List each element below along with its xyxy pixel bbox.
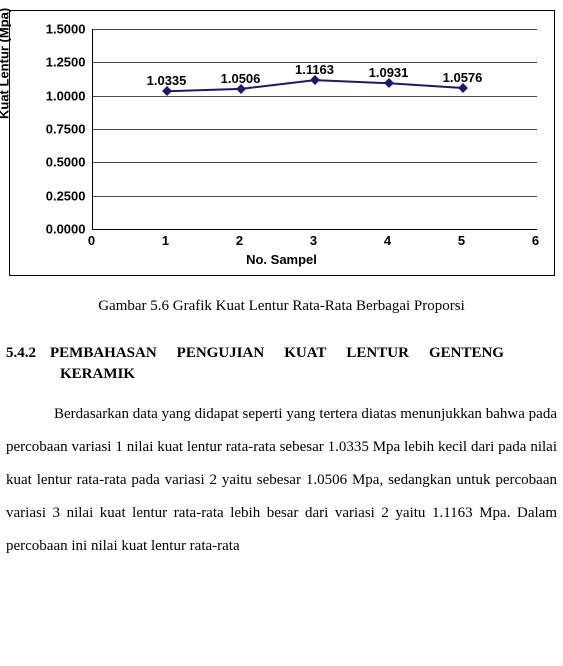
gridline bbox=[93, 196, 537, 197]
y-tick-label: 0.0000 bbox=[30, 222, 86, 237]
heading-number: 5.4.2 bbox=[6, 345, 36, 362]
y-tick-label: 1.0000 bbox=[30, 88, 86, 103]
gridline bbox=[93, 96, 537, 97]
x-axis-label: No. Sampel bbox=[246, 252, 317, 267]
heading-word: KUAT bbox=[284, 345, 326, 362]
plot-area: 1.0335 1.0506 1.1163 1.0931 1.0576 bbox=[92, 29, 537, 230]
data-label: 1.1163 bbox=[295, 62, 334, 77]
x-tick-label: 2 bbox=[230, 233, 250, 248]
heading-words: PEMBAHASAN PENGUJIAN KUAT LENTUR GENTENG bbox=[50, 345, 557, 362]
heading-word: PEMBAHASAN bbox=[50, 345, 157, 362]
x-tick-label: 4 bbox=[378, 233, 398, 248]
data-label: 1.0506 bbox=[221, 71, 261, 86]
y-tick-label: 0.7500 bbox=[30, 122, 86, 137]
data-label: 1.0931 bbox=[369, 65, 409, 80]
x-tick-label: 5 bbox=[452, 233, 472, 248]
x-tick-label: 0 bbox=[82, 233, 102, 248]
gridline bbox=[93, 162, 537, 163]
heading-word: GENTENG bbox=[429, 345, 504, 362]
gridline bbox=[93, 29, 537, 30]
y-tick-label: 1.5000 bbox=[30, 22, 86, 37]
y-axis-label: Kuat Lentur (Mpa) bbox=[0, 8, 11, 119]
data-label: 1.0335 bbox=[147, 73, 187, 88]
y-tick-label: 1.2500 bbox=[30, 55, 86, 70]
x-tick-label: 6 bbox=[526, 233, 546, 248]
figure-caption: Gambar 5.6 Grafik Kuat Lentur Rata-Rata … bbox=[6, 298, 557, 315]
heading-sub: KERAMIK bbox=[60, 366, 557, 383]
chart-frame: Kuat Lentur (Mpa) 1.03351.05061.11631.09… bbox=[9, 10, 555, 276]
body-paragraph: Berdasarkan data yang didapat seperti ya… bbox=[6, 398, 557, 563]
heading-word: LENTUR bbox=[346, 345, 409, 362]
data-label: 1.0576 bbox=[443, 70, 483, 85]
x-tick-label: 1 bbox=[156, 233, 176, 248]
gridline bbox=[93, 129, 537, 130]
y-tick-label: 0.2500 bbox=[30, 188, 86, 203]
section-heading: 5.4.2 PEMBAHASAN PENGUJIAN KUAT LENTUR G… bbox=[6, 345, 557, 362]
y-tick-label: 0.5000 bbox=[30, 155, 86, 170]
x-tick-label: 3 bbox=[304, 233, 324, 248]
heading-word: PENGUJIAN bbox=[177, 345, 265, 362]
